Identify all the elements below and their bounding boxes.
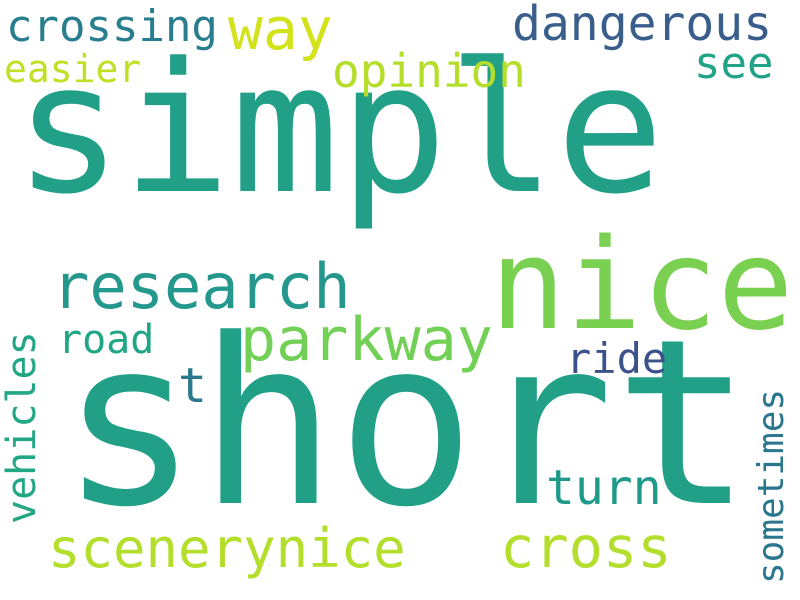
word-cross: cross [500,515,672,581]
word-parkway: parkway [240,305,493,375]
word-t: t [178,358,207,414]
word-short: short [60,291,753,558]
word-opinion: opinion [332,44,526,98]
word-research: research [52,250,351,323]
word-nice: nice [490,211,794,358]
word-dangerous: dangerous [512,0,773,52]
word-ride: ride [566,334,668,383]
word-simple: simple [14,25,665,234]
word-easier: easier [4,47,142,91]
word-vehicles: vehicles [0,331,45,524]
word-road: road [58,317,155,363]
word-sometimes: sometimes [751,388,792,584]
word-way: way [228,0,333,63]
word-see: see [694,38,774,89]
word-crossing: crossing [6,1,218,52]
word-scenerynice: scenerynice [48,517,406,580]
word-turn: turn [546,460,662,516]
